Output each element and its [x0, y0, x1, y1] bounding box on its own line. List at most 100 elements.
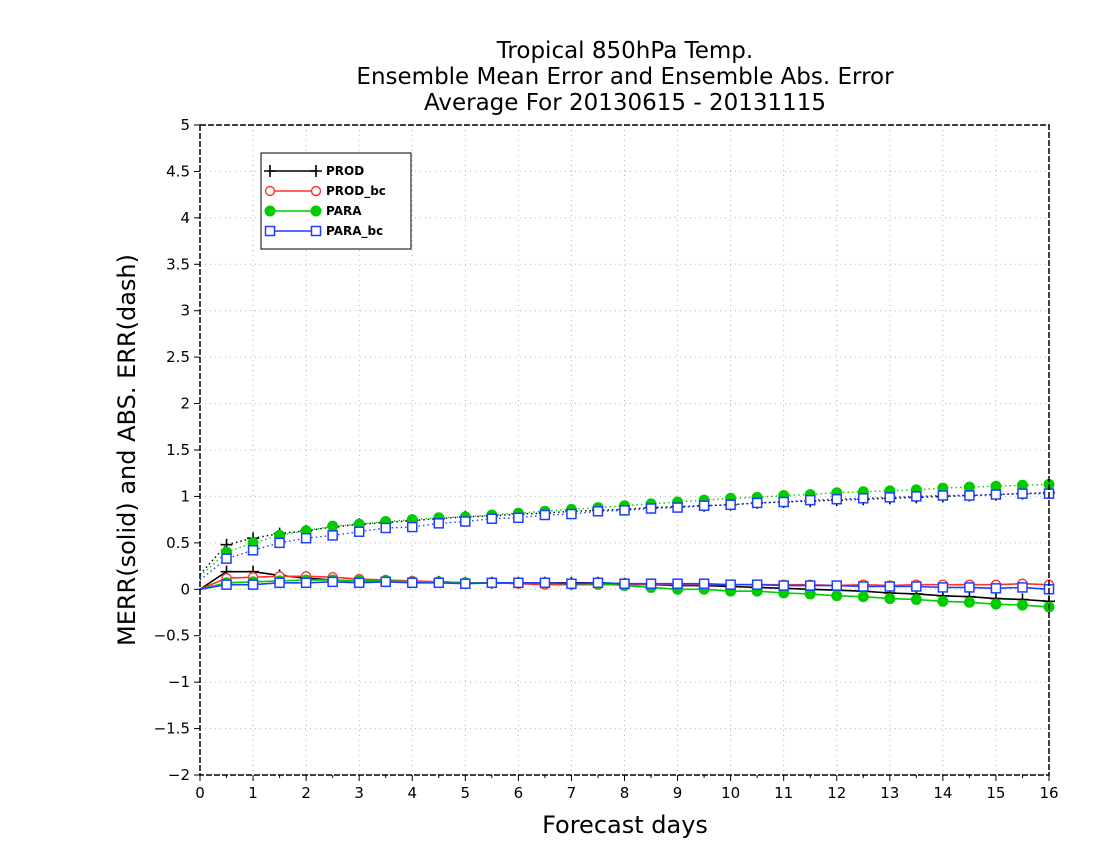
data-point	[725, 499, 736, 511]
data-point	[778, 580, 789, 591]
data-point	[264, 225, 276, 237]
data-point	[380, 522, 391, 534]
title-line-1: Tropical 850hPa Temp.	[496, 38, 753, 64]
data-point	[460, 516, 471, 527]
data-point	[884, 593, 896, 605]
x-tick-label: 9	[673, 784, 683, 802]
chart-title: Tropical 850hPa Temp. Ensemble Mean Erro…	[356, 38, 894, 116]
data-point	[566, 578, 577, 589]
legend-box	[260, 152, 412, 250]
data-point	[672, 578, 683, 589]
data-point	[645, 503, 657, 514]
data-point	[937, 490, 949, 501]
data-point	[831, 580, 842, 591]
data-point	[990, 598, 1002, 610]
y-tick-label: 5	[180, 116, 190, 134]
x-axis-label: Forecast days	[542, 811, 708, 839]
legend-item-para: PARA	[264, 204, 362, 218]
y-tick-label: 4.5	[166, 162, 190, 180]
y-tick-label: −2	[168, 766, 190, 784]
data-point	[884, 581, 896, 592]
data-point	[433, 577, 445, 589]
title-line-2: Ensemble Mean Error and Ensemble Abs. Er…	[356, 64, 894, 90]
data-point	[1016, 599, 1028, 611]
title-line-3: Average For 20130615 - 20131115	[424, 90, 826, 116]
y-tick-label: 0.5	[166, 534, 190, 552]
data-point	[804, 580, 816, 591]
data-point	[858, 581, 869, 592]
data-point	[353, 577, 365, 589]
data-point	[937, 595, 949, 607]
legend: PROD PROD_bc PARA PARA_bc	[260, 152, 412, 250]
data-point	[910, 594, 922, 605]
data-point	[911, 581, 922, 592]
y-axis-label: MERR(solid) and ABS. ERR(dash)	[113, 254, 141, 646]
data-point	[433, 518, 445, 529]
data-point	[566, 508, 577, 520]
data-point	[274, 577, 285, 589]
data-point	[353, 526, 365, 537]
y-tick-label: −1	[168, 673, 190, 691]
grid	[200, 125, 1049, 775]
data-point	[698, 500, 710, 511]
data-point	[1017, 488, 1028, 499]
legend-items: PROD PROD_bc PARA PARA_bc	[264, 164, 386, 239]
y-tick-label: 2.5	[166, 348, 190, 366]
data-point	[310, 165, 322, 177]
x-tick-label: 2	[301, 784, 311, 802]
y-tick-label: 0	[180, 580, 190, 598]
x-tick-label: 15	[986, 784, 1005, 802]
y-tick-label: −1.5	[154, 720, 190, 738]
y-tick-label: 2	[180, 395, 190, 413]
x-tick-label: 16	[1039, 784, 1058, 802]
data-point	[592, 577, 604, 589]
data-point	[858, 493, 869, 504]
data-point	[539, 577, 551, 589]
y-tick-label: 1	[180, 487, 190, 505]
data-point	[310, 205, 322, 217]
data-point	[486, 513, 498, 524]
x-tick-label: 14	[933, 784, 952, 802]
x-tick-label: 12	[827, 784, 846, 802]
legend-item-prod: PROD	[264, 164, 364, 178]
data-point	[310, 225, 322, 237]
data-point	[300, 577, 312, 589]
data-point	[884, 492, 896, 503]
data-point	[990, 583, 1002, 594]
x-tick-label: 5	[461, 784, 471, 802]
legend-label: PARA	[326, 204, 362, 218]
y-tick-label: 3	[180, 302, 190, 320]
data-point	[407, 521, 418, 533]
data-point	[221, 579, 232, 590]
data-point	[964, 582, 975, 593]
data-point	[831, 493, 842, 505]
y-axis-ticks: −2 −1.5 −1 −0.5 0 0.5 1 1.5 2 2.5 3 3.5 4 4.5 5	[154, 116, 200, 784]
series-para-abs-err	[199, 478, 1055, 577]
data-point	[964, 490, 975, 501]
x-tick-label: 13	[880, 784, 899, 802]
data-point	[380, 576, 391, 588]
data-point	[513, 577, 524, 589]
legend-label: PROD	[326, 164, 364, 178]
data-point	[300, 532, 312, 544]
data-point	[539, 509, 551, 521]
data-point	[274, 537, 285, 549]
x-tick-label: 11	[774, 784, 793, 802]
data-point	[963, 596, 975, 608]
data-point	[264, 165, 276, 177]
x-tick-label: 3	[354, 784, 364, 802]
data-point	[857, 591, 869, 603]
data-point	[751, 497, 763, 509]
x-tick-label: 4	[407, 784, 417, 802]
data-point	[486, 577, 498, 589]
y-tick-label: 4	[180, 209, 190, 227]
data-point	[247, 579, 259, 590]
data-point	[725, 579, 736, 590]
series-para-bc-merr	[199, 576, 1055, 595]
data-point	[751, 579, 763, 590]
data-point	[645, 578, 657, 589]
x-tick-label: 10	[721, 784, 740, 802]
data-point	[698, 578, 710, 589]
data-point	[804, 494, 816, 506]
